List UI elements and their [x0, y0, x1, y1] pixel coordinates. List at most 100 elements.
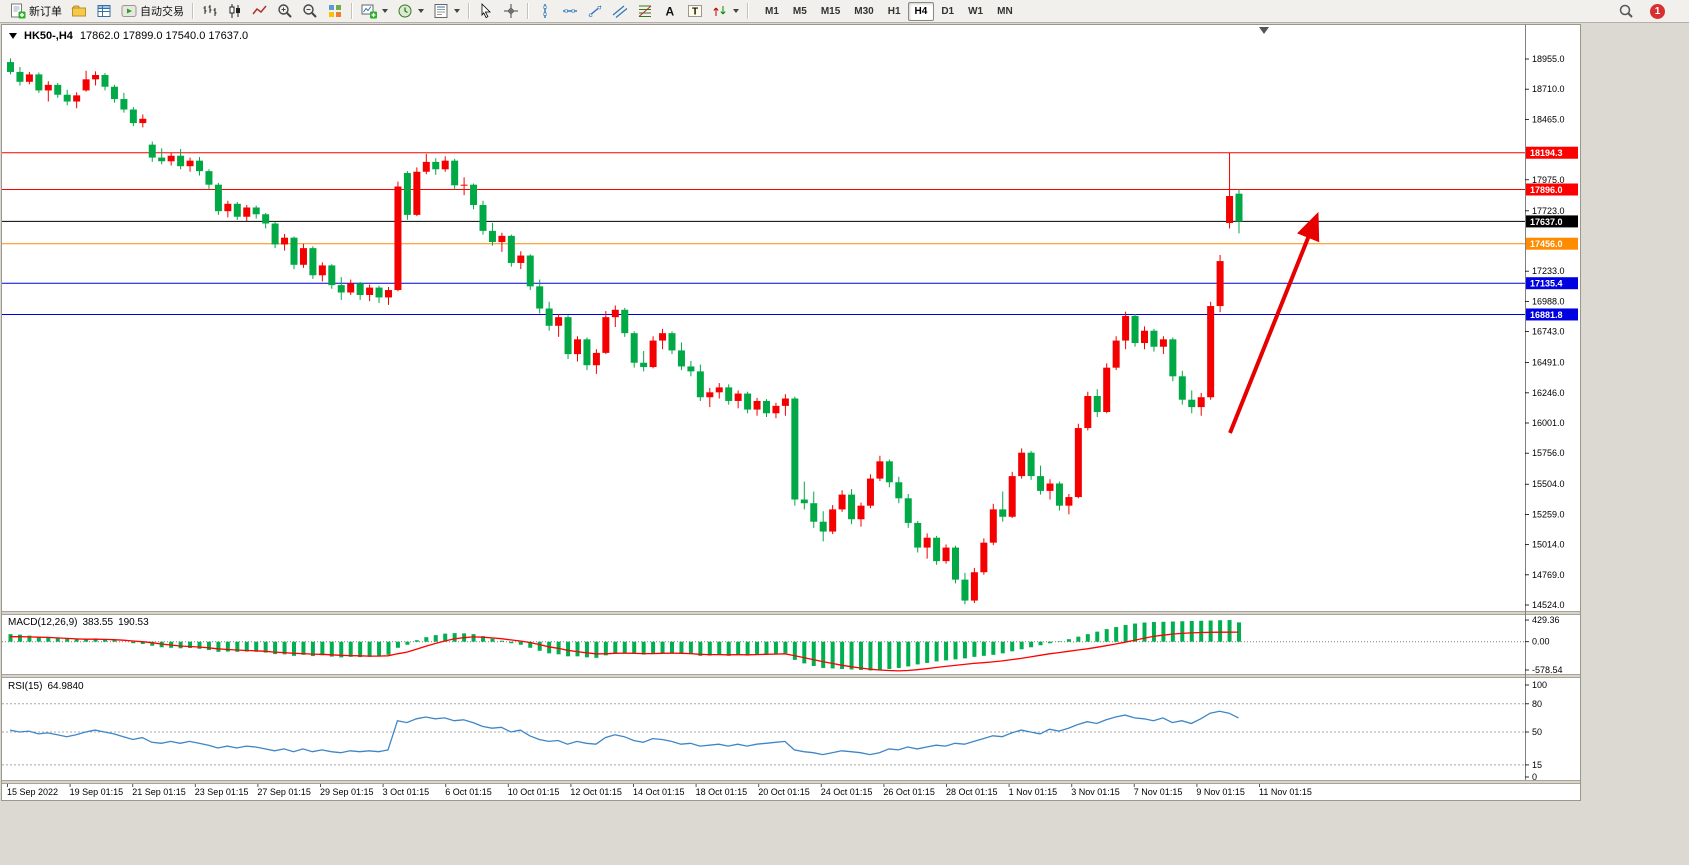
price-axis[interactable]: 18955.0 18710.0 18465.0 17975.0 17723.0 17233…: [1525, 54, 1565, 610]
price-tag-label: 17135.4: [1530, 279, 1563, 289]
candle: [1084, 396, 1092, 429]
y-axis-tick: 17233.0: [1532, 266, 1565, 276]
y-axis-tick: 18465.0: [1532, 114, 1565, 124]
y-axis-tick: 18955.0: [1532, 54, 1565, 64]
x-axis-label: 12 Oct 01:15: [570, 787, 622, 797]
text-label-button[interactable]: T: [683, 0, 707, 22]
data-window-button[interactable]: [92, 0, 116, 22]
vertical-line-button[interactable]: [533, 0, 557, 22]
candle: [214, 184, 222, 212]
candle: [942, 547, 950, 562]
panel-divider[interactable]: [2, 674, 1580, 678]
candle: [139, 118, 147, 124]
y-axis-tick: 16246.0: [1532, 388, 1565, 398]
candle: [999, 509, 1007, 517]
candle: [177, 155, 185, 167]
horizontal-line-button[interactable]: [558, 0, 582, 22]
timeframe-m30-button[interactable]: M30: [854, 5, 874, 17]
price-tag: [1526, 277, 1578, 290]
y-axis-tick: 14769.0: [1532, 570, 1565, 580]
periods-button[interactable]: [393, 0, 428, 22]
cursor-button[interactable]: [474, 0, 498, 22]
new-chart-button[interactable]: [357, 0, 392, 22]
candlestick-series: [7, 58, 1243, 605]
candle: [952, 547, 959, 580]
timeframe-m15-button[interactable]: M15: [820, 5, 841, 17]
candle: [800, 499, 808, 504]
candle: [621, 309, 629, 334]
candle: [1122, 315, 1130, 341]
one-click-trading-icon[interactable]: [9, 33, 17, 39]
channel-button[interactable]: [608, 0, 632, 22]
candle: [895, 482, 903, 499]
timeframe-m1-button[interactable]: M1: [765, 5, 779, 17]
candle: [980, 542, 988, 573]
zoom-out-button[interactable]: [298, 0, 322, 22]
candle: [422, 161, 430, 172]
timeframe-d1-button[interactable]: D1: [941, 5, 955, 17]
timeframe-toolbar: M1 M5 M15 M30 H1 H4 D1 W1 MN: [758, 1, 1020, 21]
candle: [460, 184, 468, 186]
timeframe-h1-button[interactable]: H1: [887, 5, 901, 17]
x-axis-label: 23 Sep 01:15: [195, 787, 249, 797]
fibonacci-button[interactable]: [633, 0, 657, 22]
trend-arrow-object[interactable]: [1228, 211, 1320, 434]
bars-icon: [202, 3, 218, 19]
chart-area[interactable]: 18955.0 18710.0 18465.0 17975.0 17723.0 17233…: [2, 25, 1580, 800]
macd-label: MACD(12,26,9) 383.55 190.53: [8, 617, 149, 628]
candle: [366, 287, 374, 295]
search-button[interactable]: [1614, 0, 1638, 22]
candle: [1027, 452, 1035, 477]
arrows-button[interactable]: [708, 0, 743, 22]
svg-text:T: T: [692, 7, 698, 18]
notification-badge[interactable]: 1: [1650, 3, 1665, 19]
fibo-icon: [637, 3, 653, 19]
candle: [1065, 497, 1073, 506]
y-axis-tick: 17723.0: [1532, 206, 1565, 216]
panel-divider[interactable]: [2, 611, 1580, 615]
timeframe-w1-button[interactable]: W1: [968, 5, 984, 17]
candle: [243, 207, 251, 217]
x-axis-label: 20 Oct 01:15: [758, 787, 810, 797]
candle: [224, 203, 232, 212]
candle: [1141, 330, 1148, 344]
price-tag: [1526, 183, 1578, 196]
candlestick-chart-button[interactable]: [223, 0, 247, 22]
tile-windows-button[interactable]: [323, 0, 347, 22]
candle: [375, 287, 383, 298]
trendline-button[interactable]: [583, 0, 607, 22]
auto-trading-button[interactable]: 自动交易: [117, 0, 188, 22]
profiles-button[interactable]: [67, 0, 91, 22]
templates-button[interactable]: [429, 0, 464, 22]
trendline-icon: [587, 3, 603, 19]
candle: [989, 509, 997, 543]
candle: [328, 265, 336, 286]
timeframe-mn-button[interactable]: MN: [997, 5, 1013, 17]
price-tag-label: 18194.3: [1530, 148, 1563, 158]
new-order-button[interactable]: 新订单: [6, 0, 66, 22]
timeframe-h4-button[interactable]: H4: [907, 1, 935, 21]
candle: [347, 283, 355, 293]
candle: [1207, 306, 1215, 398]
toolbar-separator: [351, 3, 353, 19]
chevron-down-icon: [454, 9, 460, 13]
y-axis-tick: 18710.0: [1532, 84, 1565, 94]
x-axis-label: 19 Sep 01:15: [70, 787, 124, 797]
macd-axis-tick: 429.36: [1532, 615, 1560, 625]
text-button[interactable]: A: [658, 0, 682, 22]
timeframe-m5-button[interactable]: M5: [792, 5, 807, 17]
y-axis-tick: 16988.0: [1532, 296, 1565, 306]
auto-trading-icon: [121, 3, 137, 19]
price-tag-label: 17896.0: [1530, 185, 1563, 195]
candle: [488, 230, 496, 242]
line-chart-button[interactable]: [248, 0, 272, 22]
x-axis-label: 10 Oct 01:15: [508, 787, 560, 797]
candle: [1093, 396, 1101, 413]
candle: [92, 75, 100, 80]
bar-chart-button[interactable]: [198, 0, 222, 22]
crosshair-button[interactable]: [499, 0, 523, 22]
candle: [470, 184, 478, 206]
panel-divider[interactable]: [2, 780, 1580, 784]
zoom-in-button[interactable]: [273, 0, 297, 22]
chart-shift-marker-icon[interactable]: [1259, 27, 1269, 34]
